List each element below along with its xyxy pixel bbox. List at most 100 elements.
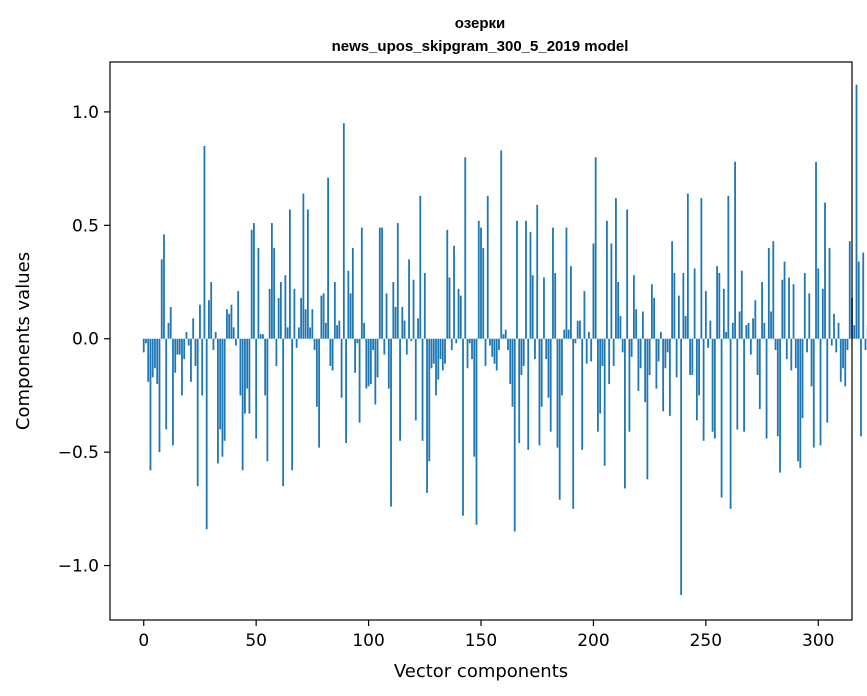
y-axis: −1.0 −0.5 0.0 0.5 1.0 <box>58 103 110 577</box>
bar-298 <box>812 338 815 448</box>
bar-137 <box>450 338 453 351</box>
bar-308 <box>835 338 838 353</box>
bar-86 <box>336 325 338 339</box>
x-tick-label: 250 <box>690 631 722 651</box>
y-tick-label: 0.0 <box>72 330 99 350</box>
bar-64 <box>286 327 289 339</box>
bar-178 <box>543 277 545 339</box>
bar-225 <box>648 338 651 376</box>
bar-252 <box>709 320 712 339</box>
bar-188 <box>565 227 568 339</box>
bar-45 <box>244 338 246 414</box>
bar-307 <box>833 313 835 339</box>
y-tick-label: −0.5 <box>58 443 99 463</box>
x-tick-label: 300 <box>802 631 834 651</box>
bar-56 <box>268 288 271 339</box>
bar-30 <box>210 282 213 339</box>
bar-246 <box>695 338 698 421</box>
bar-278 <box>767 248 770 339</box>
bar-149 <box>477 220 480 339</box>
bar-259 <box>725 331 727 339</box>
bar-92 <box>349 293 352 339</box>
bar-170 <box>525 220 527 339</box>
bar-114 <box>399 338 401 441</box>
y-axis-label: Components values <box>13 252 34 430</box>
bar-156 <box>493 338 496 364</box>
bar-175 <box>536 204 539 339</box>
bar-154 <box>489 338 491 346</box>
bar-245 <box>693 268 696 339</box>
bar-320 <box>862 252 865 339</box>
bar-18 <box>183 338 186 360</box>
bar-255 <box>716 266 718 339</box>
bar-171 <box>527 338 530 450</box>
bar-27 <box>203 145 206 339</box>
bar-213 <box>621 338 624 353</box>
bar-310 <box>839 338 842 382</box>
bar-132 <box>439 338 442 360</box>
bar-230 <box>659 331 662 339</box>
bar-72 <box>304 309 307 339</box>
bar-0 <box>142 338 145 353</box>
bar-208 <box>610 243 613 339</box>
x-tick-label: 50 <box>245 631 267 651</box>
x-tick-label: 0 <box>138 631 149 651</box>
bar-108 <box>385 293 388 339</box>
y-tick-label: −1.0 <box>58 557 99 577</box>
bar-77 <box>315 338 318 407</box>
bar-4 <box>151 338 154 378</box>
bar-115 <box>401 306 404 339</box>
bar-49 <box>253 223 255 339</box>
bar-65 <box>288 209 291 339</box>
bar-21 <box>190 338 192 382</box>
bar-198 <box>588 331 590 339</box>
bar-299 <box>815 161 817 339</box>
bar-42 <box>237 291 240 339</box>
bar-249 <box>702 338 705 441</box>
bar-240 <box>682 272 685 339</box>
bar-267 <box>743 338 745 432</box>
x-tick-label: 150 <box>465 631 497 651</box>
bar-111 <box>392 282 395 339</box>
bars-group <box>142 84 867 596</box>
bar-265 <box>738 311 741 339</box>
bar-293 <box>801 338 804 419</box>
bar-266 <box>740 270 743 339</box>
bar-160 <box>502 334 505 339</box>
bar-172 <box>529 232 532 339</box>
bar-106 <box>381 227 383 339</box>
bar-100 <box>367 338 370 387</box>
bar-288 <box>790 338 793 371</box>
bar-94 <box>354 338 356 373</box>
bar-161 <box>504 329 507 339</box>
bar-250 <box>704 291 707 339</box>
bar-29 <box>208 300 210 339</box>
bar-3 <box>149 338 152 471</box>
bar-75 <box>311 309 314 339</box>
bar-46 <box>246 338 249 389</box>
bar-256 <box>718 272 721 339</box>
bar-201 <box>594 157 597 339</box>
bar-237 <box>675 338 678 378</box>
bar-17 <box>181 338 183 396</box>
chart-title: озерки <box>455 15 505 32</box>
bar-241 <box>684 316 687 339</box>
bar-274 <box>758 338 761 410</box>
bar-242 <box>686 193 689 339</box>
bar-79 <box>320 295 323 339</box>
bar-76 <box>313 338 316 351</box>
bar-192 <box>574 338 577 344</box>
bar-275 <box>761 282 763 339</box>
bar-139 <box>455 338 458 344</box>
bar-277 <box>765 338 768 439</box>
bar-91 <box>347 270 350 339</box>
bar-284 <box>781 279 784 339</box>
bar-287 <box>788 277 790 339</box>
bar-185 <box>558 338 561 500</box>
bar-122 <box>417 318 419 339</box>
bar-152 <box>484 338 487 366</box>
bar-248 <box>700 198 703 339</box>
bar-144 <box>466 338 469 369</box>
bar-84 <box>331 338 334 371</box>
